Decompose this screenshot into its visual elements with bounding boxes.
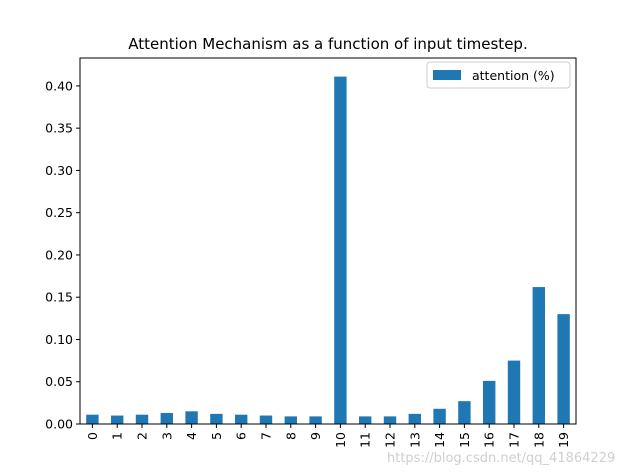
- y-tick-label: 0.00: [45, 417, 73, 432]
- x-tick-label: 4: [184, 432, 199, 440]
- x-tick-label: 0: [85, 432, 100, 440]
- x-tick-label: 15: [457, 432, 472, 448]
- bar-12: [383, 416, 397, 424]
- x-tick-label: 8: [283, 432, 298, 440]
- x-axis: 0 1 2 3 4 5 6 7 8 9 10 11 12 13 14 15 16 17 18 19: [85, 424, 571, 448]
- x-tick-label: 7: [259, 432, 274, 440]
- bar-17: [507, 360, 521, 424]
- bar-16: [483, 380, 496, 424]
- x-tick-label: 17: [507, 432, 522, 448]
- watermark: https://blog.csdn.net/qq_41864229: [387, 451, 615, 466]
- bar-9: [309, 416, 322, 424]
- x-tick-label: 1: [110, 432, 125, 440]
- y-tick-label: 0.20: [45, 247, 73, 262]
- x-tick-label: 9: [308, 432, 323, 440]
- x-tick-label: 19: [556, 432, 571, 448]
- bar-18: [532, 287, 545, 424]
- x-tick-label: 3: [159, 432, 174, 440]
- bar-3: [160, 413, 173, 424]
- bar-14: [433, 408, 446, 424]
- legend-label: attention (%): [472, 68, 555, 83]
- bar-8: [284, 416, 297, 424]
- bar-4: [185, 411, 198, 424]
- y-tick-label: 0.10: [45, 332, 73, 347]
- bar-6: [235, 414, 248, 424]
- x-tick-label: 10: [333, 432, 348, 448]
- bar-0: [86, 414, 99, 424]
- bar-13: [408, 413, 421, 424]
- bar-5: [210, 413, 223, 424]
- bars-group: [86, 76, 570, 424]
- legend-box: [426, 61, 571, 89]
- bar-15: [458, 401, 471, 424]
- x-tick-label: 16: [482, 432, 497, 448]
- bar-2: [135, 414, 149, 424]
- y-tick-label: 0.05: [45, 374, 73, 389]
- y-axis: 0.00 0.05 0.10 0.15 0.20 0.25 0.30 0.35 0.40: [45, 78, 80, 432]
- x-tick-label: 18: [531, 432, 546, 448]
- x-tick-label: 11: [358, 432, 373, 448]
- y-tick-label: 0.25: [45, 205, 73, 220]
- legend: attention (%): [426, 61, 571, 89]
- y-tick-label: 0.40: [45, 78, 73, 93]
- y-tick-label: 0.35: [45, 121, 73, 136]
- x-tick-label: 5: [209, 432, 224, 440]
- x-tick-label: 12: [383, 432, 398, 448]
- x-tick-label: 2: [135, 432, 150, 440]
- bar-19: [557, 314, 570, 424]
- y-tick-label: 0.15: [45, 290, 73, 305]
- bar-11: [359, 416, 372, 424]
- bar-1: [111, 415, 124, 424]
- bar-10: [334, 76, 347, 424]
- x-tick-label: 14: [432, 432, 447, 448]
- y-tick-label: 0.30: [45, 163, 73, 178]
- x-tick-label: 13: [407, 432, 422, 448]
- chart-title: Attention Mechanism as a function of inp…: [128, 35, 527, 53]
- plot-frame: [79, 57, 577, 425]
- bar-7: [259, 415, 273, 424]
- x-tick-label: 6: [234, 432, 249, 440]
- legend-swatch: [433, 70, 461, 80]
